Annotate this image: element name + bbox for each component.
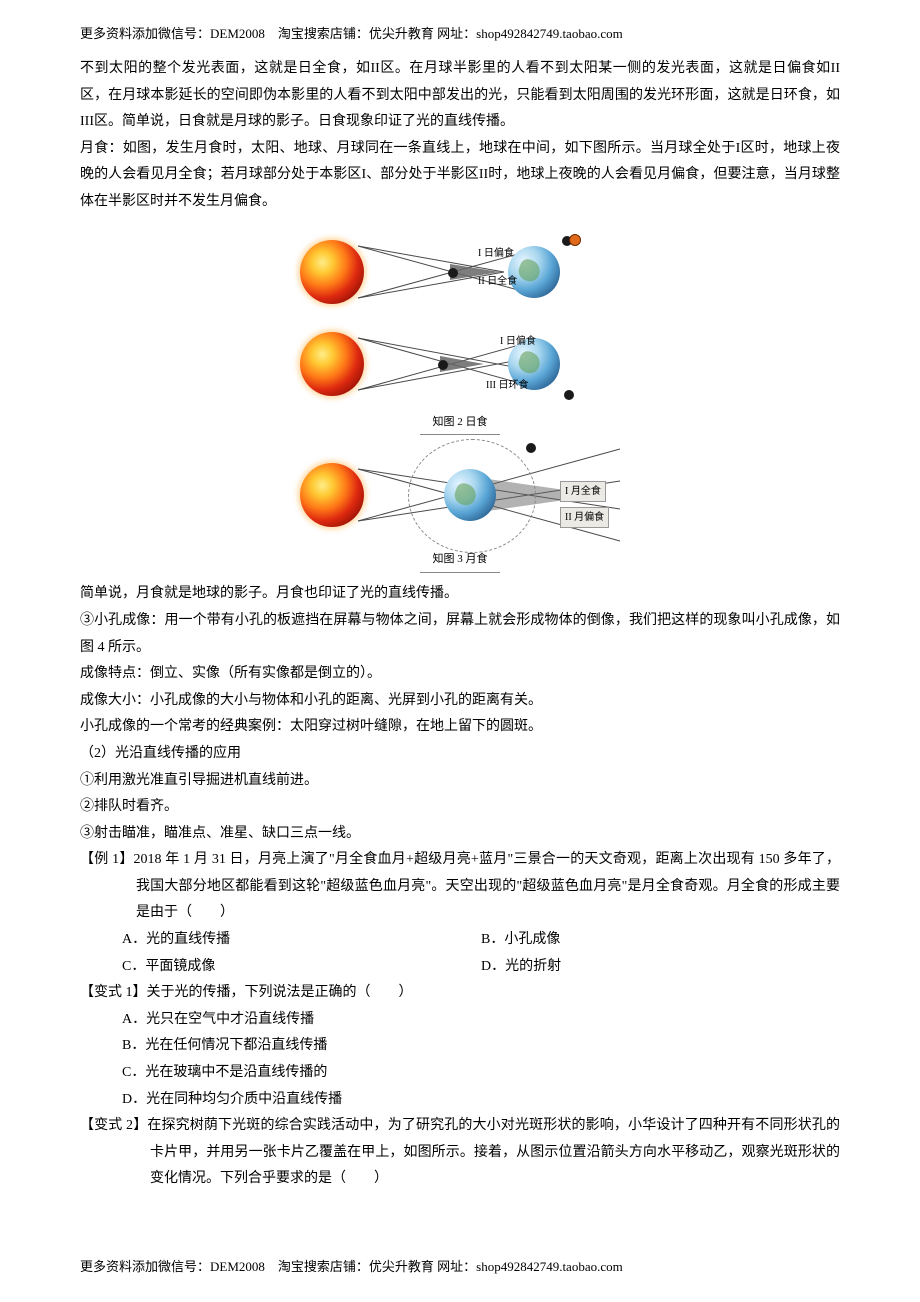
- label-total-lunar: I 月全食: [560, 481, 606, 502]
- lunar-eclipse-row: I 月全食 II 月偏食: [290, 445, 630, 545]
- option-row: C．平面镜成像 D．光的折射: [122, 954, 840, 981]
- paragraph-9: ①利用激光准直引导掘进机直线前进。: [80, 768, 840, 795]
- ray-lines: [290, 320, 630, 408]
- eclipse-diagram: I 日偏食 II 日全食 I 日偏食 III 日环食 知图 2 日食: [290, 228, 630, 574]
- option-a: A．光的直线传播: [122, 927, 481, 954]
- label-total-eclipse: II 日全食: [478, 272, 517, 291]
- paragraph-8: （2）光沿直线传播的应用: [80, 741, 840, 768]
- paragraph-3: 简单说，月食就是地球的影子。月食也印证了光的直线传播。: [80, 581, 840, 608]
- moon-icon: [438, 360, 448, 370]
- paragraph-4: ③小孔成像：用一个带有小孔的板遮挡在屏幕与物体之间，屏幕上就会形成物体的倒像，我…: [80, 608, 840, 661]
- page-footer: 更多资料添加微信号：DEM2008 淘宝搜索店铺：优尖升教育 网址：shop49…: [80, 1255, 623, 1280]
- option-c: C．平面镜成像: [122, 954, 481, 981]
- option-a: A．光只在空气中才沿直线传播: [122, 1007, 840, 1034]
- paragraph-11: ③射击瞄准，瞄准点、准星、缺口三点一线。: [80, 821, 840, 848]
- solar-eclipse-row-2: I 日偏食 III 日环食: [290, 320, 630, 408]
- example-1-stem: 【例 1】2018 年 1 月 31 日，月亮上演了"月全食血月+超级月亮+蓝月…: [80, 847, 840, 927]
- moon-icon: [564, 390, 574, 400]
- paragraph-7: 小孔成像的一个常考的经典案例：太阳穿过树叶缝隙，在地上留下的圆斑。: [80, 714, 840, 741]
- option-b: B．光在任何情况下都沿直线传播: [122, 1033, 840, 1060]
- paragraph-2: 月食：如图，发生月食时，太阳、地球、月球同在一条直线上，地球在中间，如下图所示。…: [80, 136, 840, 216]
- solar-eclipse-row-1: I 日偏食 II 日全食: [290, 228, 630, 316]
- label-partial-eclipse: I 日偏食: [478, 244, 514, 263]
- option-b: B．小孔成像: [481, 927, 840, 954]
- label-annular-eclipse: III 日环食: [486, 376, 529, 395]
- paragraph-1: 不到太阳的整个发光表面，这就是日全食，如II区。在月球半影里的人看不到太阳某一侧…: [80, 56, 840, 136]
- orbit-dashed-circle: [408, 439, 536, 553]
- paragraph-5: 成像特点：倒立、实像（所有实像都是倒立的）。: [80, 661, 840, 688]
- label-partial-lunar: II 月偏食: [560, 507, 609, 528]
- page-header: 更多资料添加微信号：DEM2008 淘宝搜索店铺：优尖升教育 网址：shop49…: [80, 22, 623, 47]
- option-row: A．光的直线传播 B．小孔成像: [122, 927, 840, 954]
- paragraph-10: ②排队时看齐。: [80, 794, 840, 821]
- option-d: D．光在同种均匀介质中沿直线传播: [122, 1087, 840, 1114]
- figure-3-caption: 知图 3 月食: [420, 549, 500, 573]
- option-d: D．光的折射: [481, 954, 840, 981]
- variant-2-stem: 【变式 2】在探究树荫下光斑的综合实践活动中，为了研究孔的大小对光斑形状的影响，…: [80, 1113, 840, 1193]
- variant-1-stem: 【变式 1】关于光的传播，下列说法是正确的（ ）: [80, 980, 840, 1007]
- moon-phase-icon: [562, 230, 581, 257]
- label-partial-eclipse: I 日偏食: [500, 332, 536, 351]
- moon-icon: [448, 268, 458, 278]
- option-c: C．光在玻璃中不是沿直线传播的: [122, 1060, 840, 1087]
- figure-2-caption: 知图 2 日食: [420, 412, 500, 436]
- paragraph-6: 成像大小：小孔成像的大小与物体和小孔的距离、光屏到小孔的距离有关。: [80, 688, 840, 715]
